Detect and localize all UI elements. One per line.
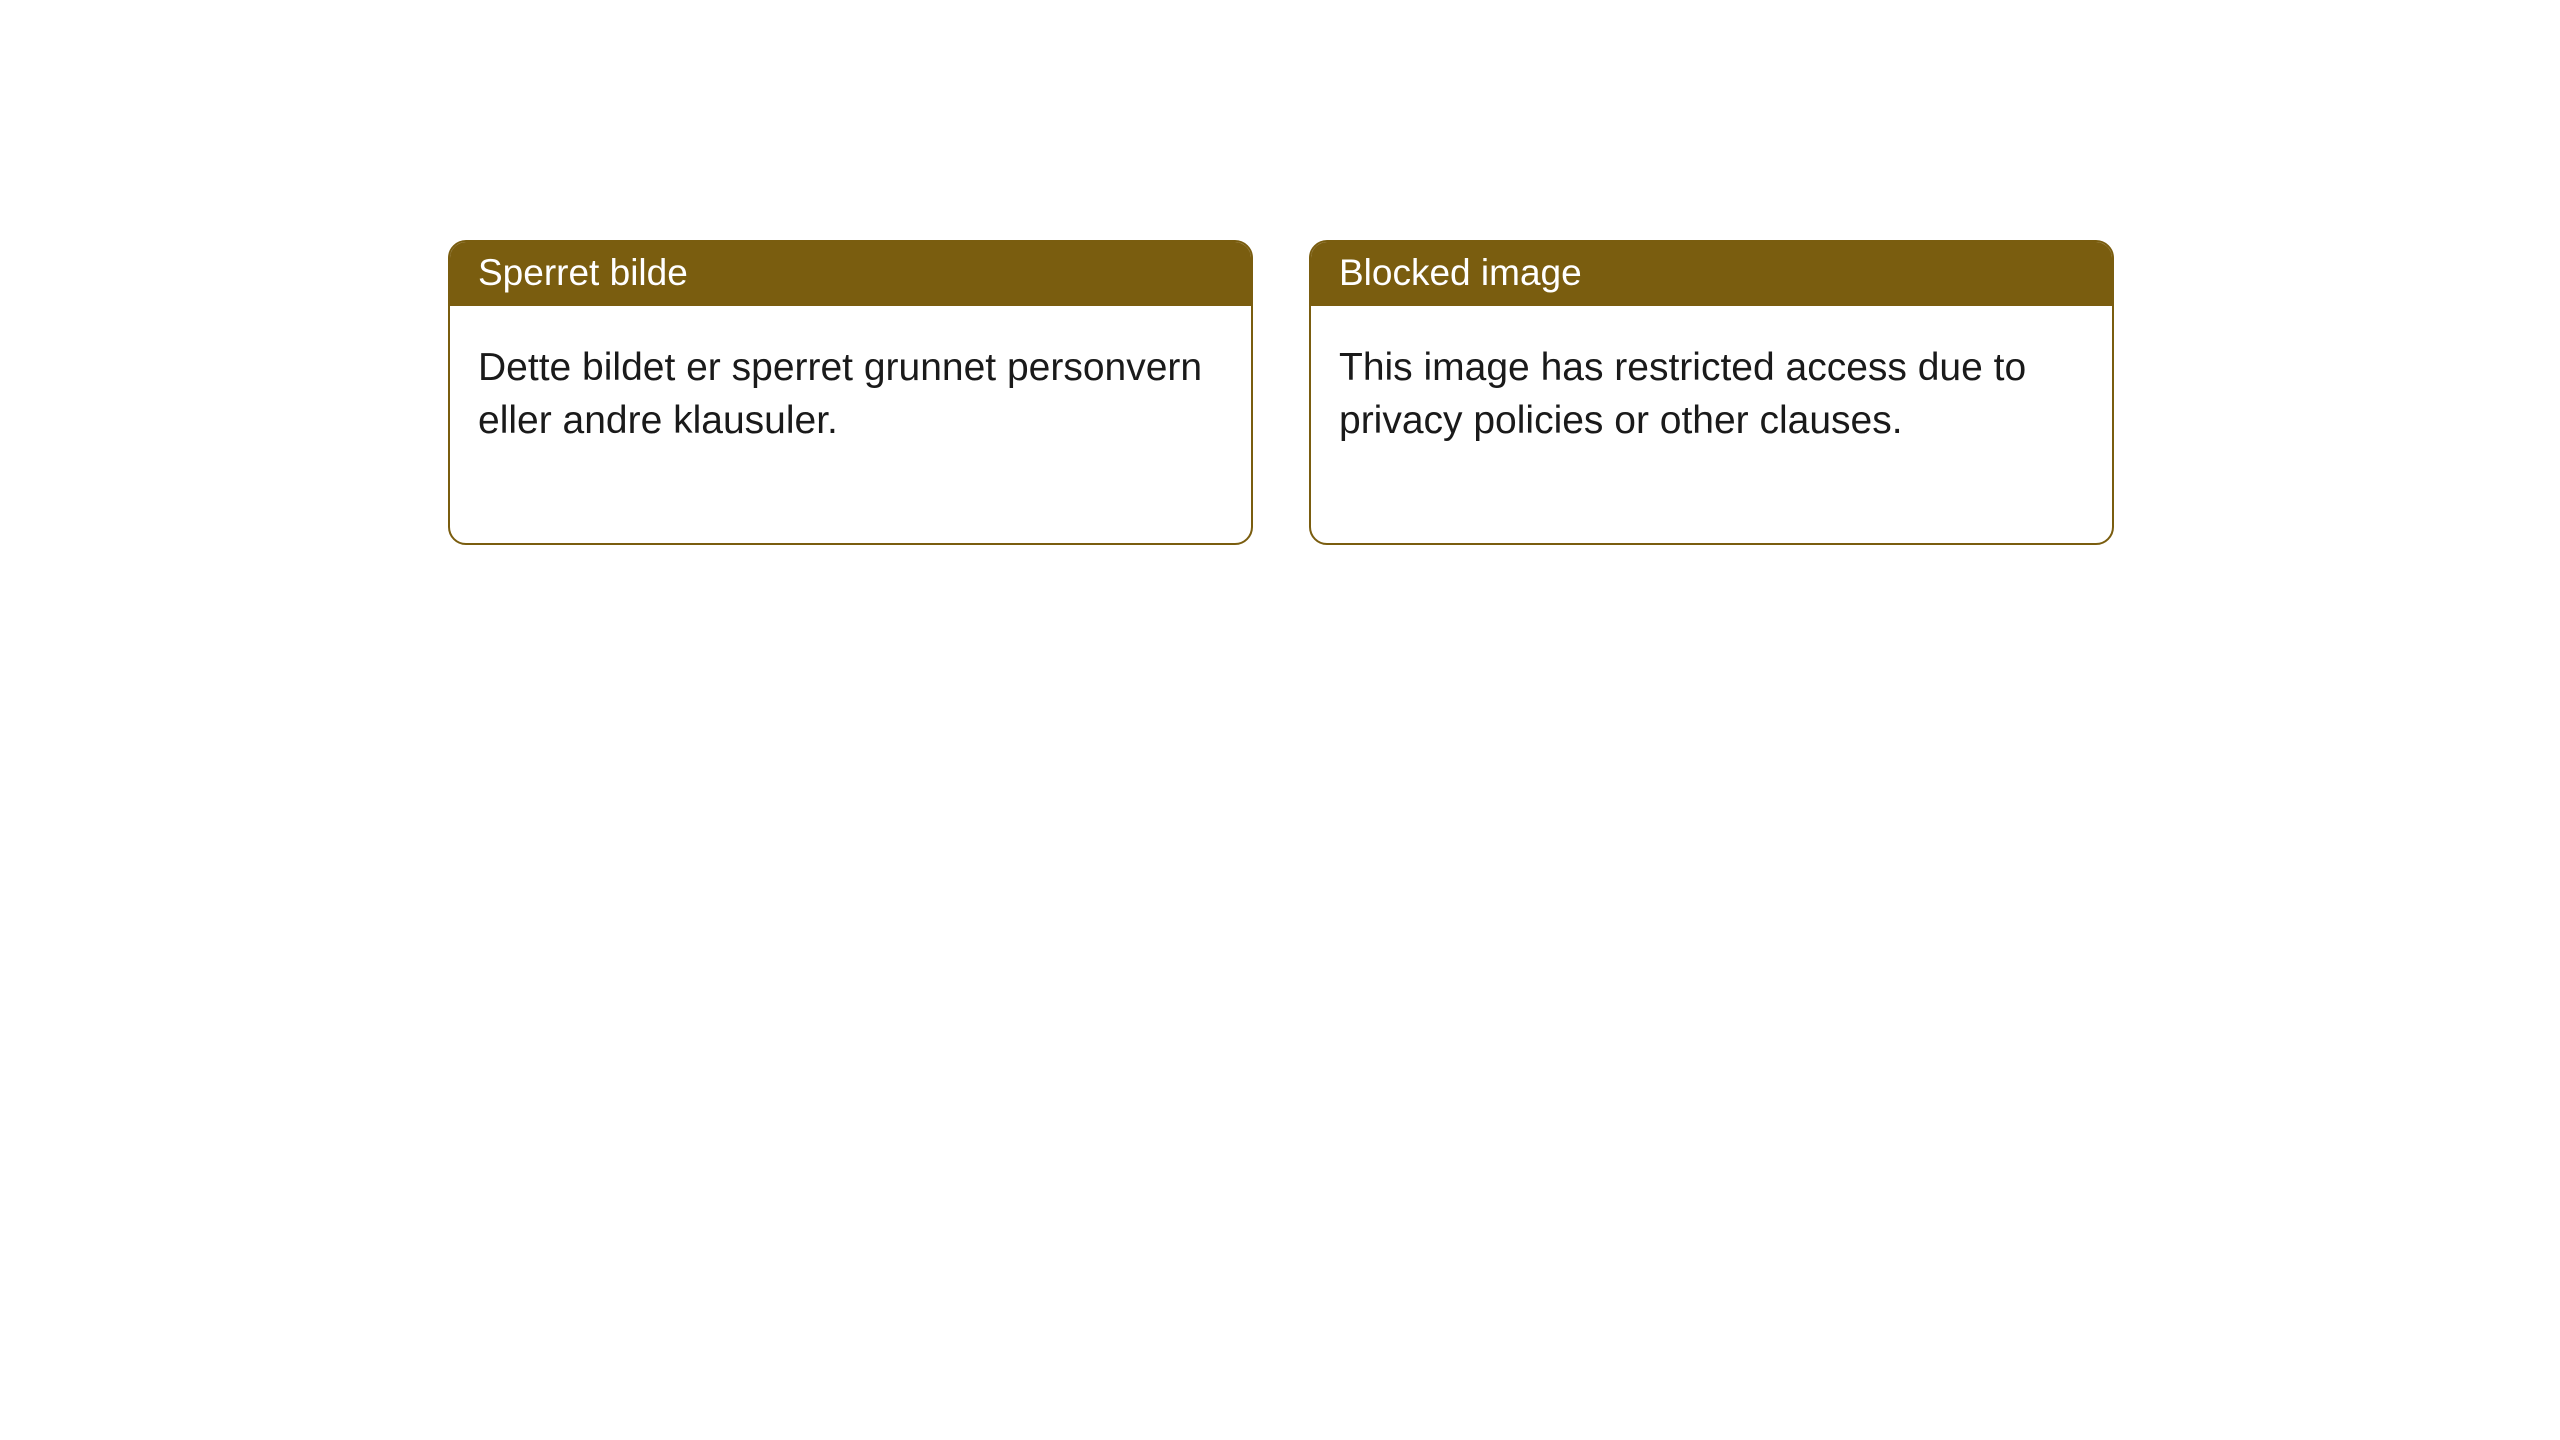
notice-title: Sperret bilde [478,252,688,293]
notice-header: Sperret bilde [450,242,1251,306]
notice-card-english: Blocked image This image has restricted … [1309,240,2114,545]
notice-body: This image has restricted access due to … [1311,306,2112,543]
notice-body: Dette bildet er sperret grunnet personve… [450,306,1251,543]
notice-title: Blocked image [1339,252,1582,293]
notice-header: Blocked image [1311,242,2112,306]
notice-card-norwegian: Sperret bilde Dette bildet er sperret gr… [448,240,1253,545]
notice-cards-container: Sperret bilde Dette bildet er sperret gr… [448,240,2114,545]
notice-body-text: This image has restricted access due to … [1339,346,2026,442]
notice-body-text: Dette bildet er sperret grunnet personve… [478,346,1202,442]
